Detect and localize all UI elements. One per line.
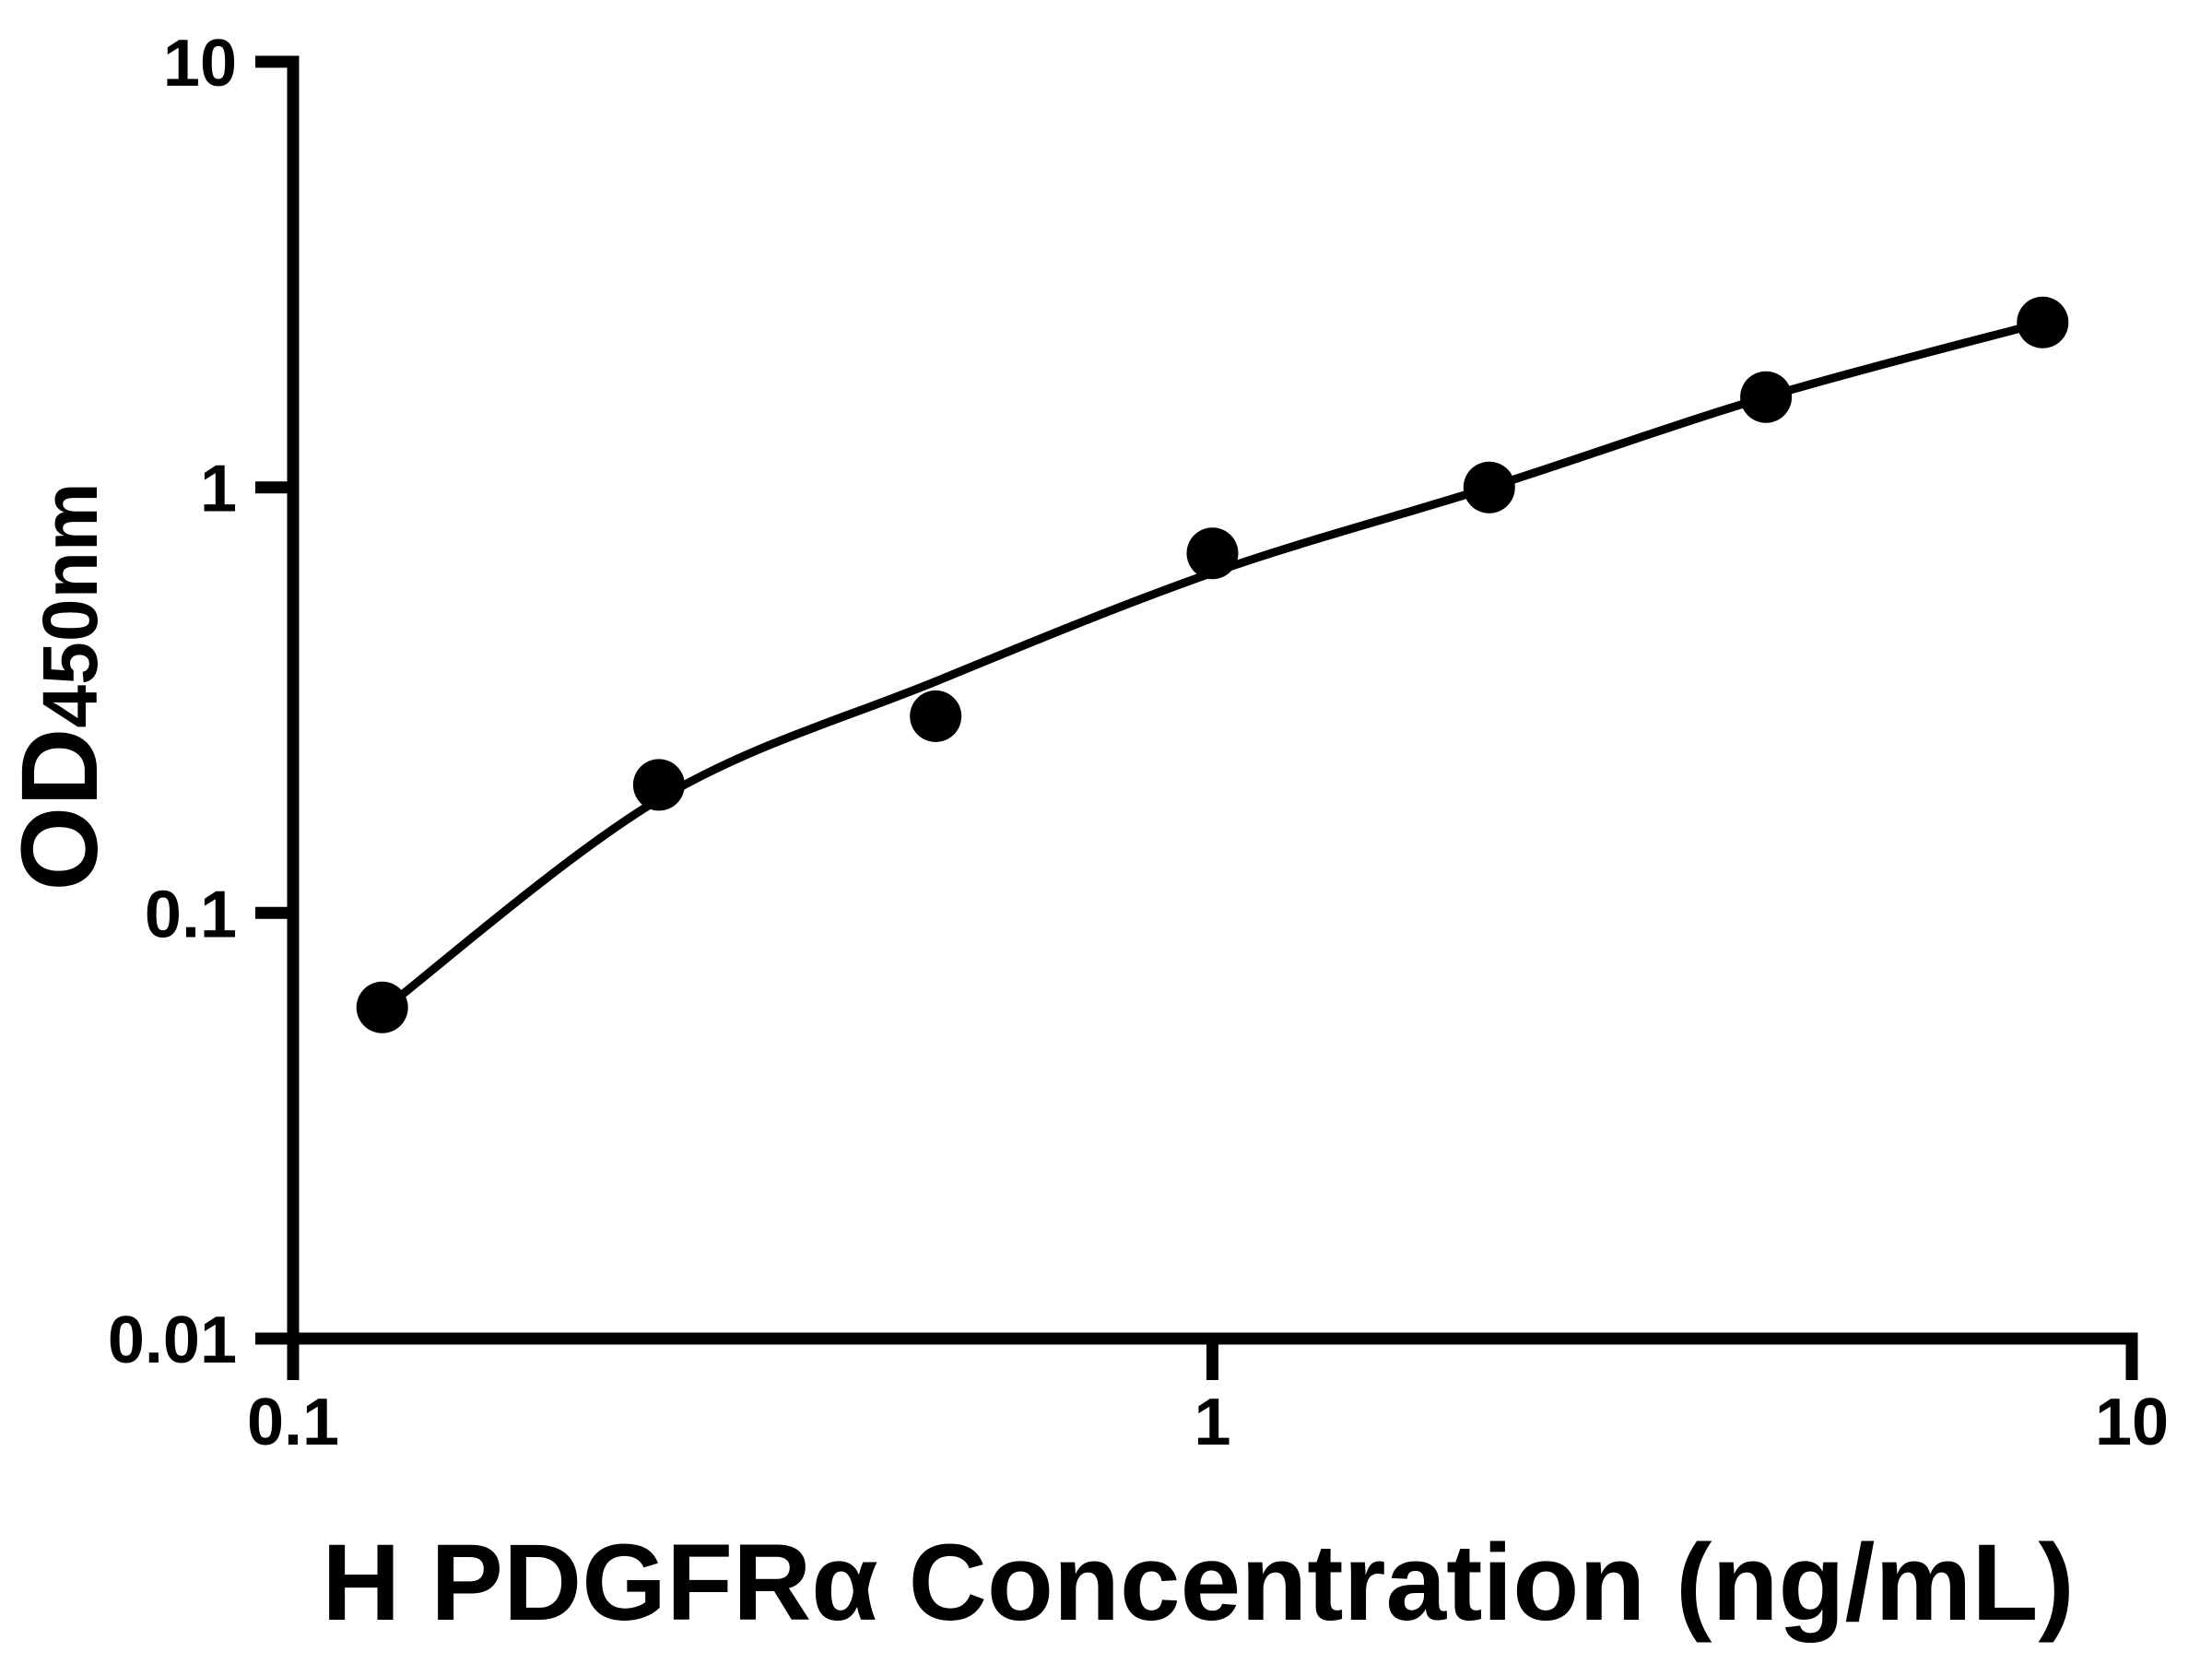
data-point-marker bbox=[632, 759, 685, 811]
y-tick-label: 0.1 bbox=[145, 878, 237, 951]
data-point-marker bbox=[356, 981, 408, 1033]
x-tick-label: 10 bbox=[2095, 1386, 2169, 1459]
data-points bbox=[356, 296, 2069, 1033]
x-tick-label: 1 bbox=[1194, 1386, 1230, 1459]
axis-spines-and-ticks bbox=[255, 55, 2138, 1380]
y-axis-title-main: OD bbox=[0, 728, 121, 891]
y-tick-label: 0.01 bbox=[108, 1304, 237, 1377]
y-axis-title: OD450nm bbox=[0, 482, 121, 891]
data-point-marker bbox=[1740, 371, 1793, 423]
x-axis-title: H PDGFRα Concentration (ng/mL) bbox=[322, 1522, 2074, 1644]
fit-curve bbox=[378, 318, 2047, 1015]
data-point-marker bbox=[910, 690, 962, 742]
axes bbox=[255, 55, 2138, 1380]
x-tick-label: 0.1 bbox=[247, 1386, 339, 1459]
y-axis-title-subscript: 450nm bbox=[27, 482, 113, 727]
fit-curve-line bbox=[378, 318, 2047, 1015]
y-tick-label: 10 bbox=[163, 27, 237, 100]
data-point-marker bbox=[2017, 296, 2069, 348]
data-point-marker bbox=[1463, 461, 1515, 513]
y-tick-label: 1 bbox=[200, 453, 237, 526]
data-point-marker bbox=[1186, 527, 1239, 580]
